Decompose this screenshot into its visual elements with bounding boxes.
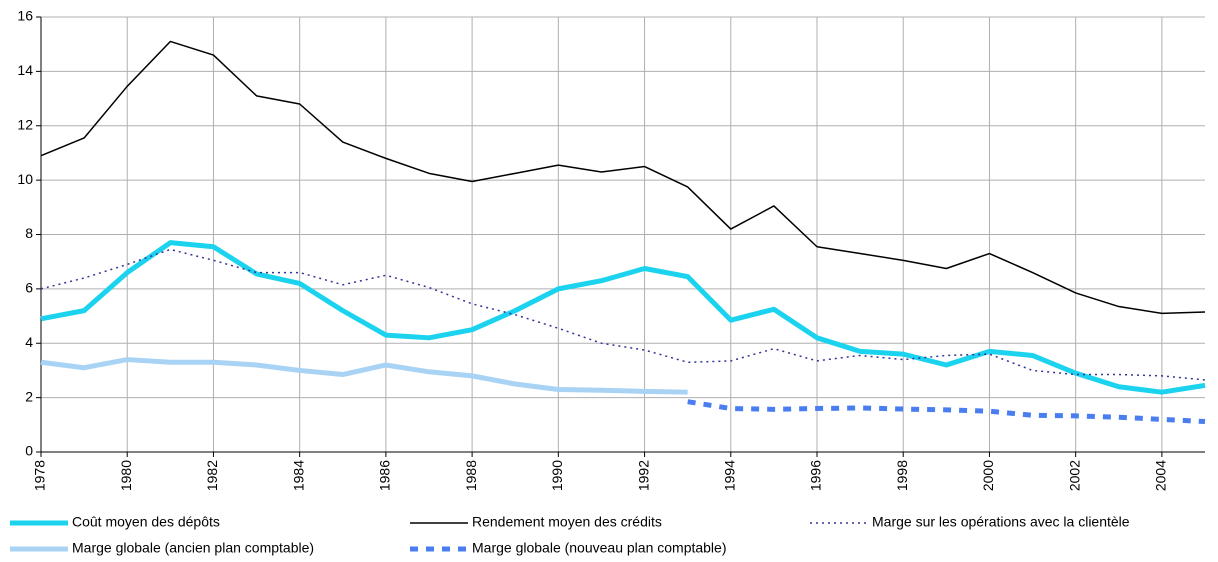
y-tick-label: 6 [25, 280, 33, 296]
x-tick-label: 1998 [894, 460, 910, 491]
x-tick-label: 1978 [32, 460, 48, 491]
series-line [40, 240, 1206, 395]
x-tick-label: 2004 [1153, 460, 1169, 491]
y-tick-label: 4 [25, 334, 33, 350]
x-tick-label: 1980 [118, 460, 134, 491]
legend-label: Coût moyen des dépôts [72, 514, 220, 530]
y-tick-label: 12 [17, 116, 33, 132]
y-tick-label: 14 [17, 62, 33, 78]
x-tick-label: 1994 [721, 460, 737, 491]
series-line [40, 357, 688, 395]
series-line [687, 399, 1206, 425]
x-tick-label: 1986 [377, 460, 393, 491]
legend-label: Marge sur les opérations avec la clientè… [872, 514, 1130, 530]
y-tick-label: 8 [25, 225, 33, 241]
x-tick-label: 1992 [635, 460, 651, 491]
series-line [40, 40, 1206, 315]
legend-label: Rendement moyen des crédits [472, 514, 662, 530]
x-tick-label: 1996 [808, 460, 824, 491]
x-tick-label: 1984 [290, 460, 306, 491]
y-tick-label: 16 [17, 8, 33, 24]
y-tick-label: 2 [25, 388, 33, 404]
x-tick-label: 2002 [1066, 460, 1082, 491]
legend-label: Marge globale (nouveau plan comptable) [472, 540, 727, 556]
y-tick-label: 0 [25, 443, 33, 459]
legend-label: Marge globale (ancien plan comptable) [72, 540, 314, 556]
x-tick-label: 1988 [463, 460, 479, 491]
x-tick-label: 2000 [980, 460, 996, 491]
y-tick-label: 10 [17, 171, 33, 187]
x-tick-label: 1982 [204, 460, 220, 491]
x-tick-label: 1990 [549, 460, 565, 491]
